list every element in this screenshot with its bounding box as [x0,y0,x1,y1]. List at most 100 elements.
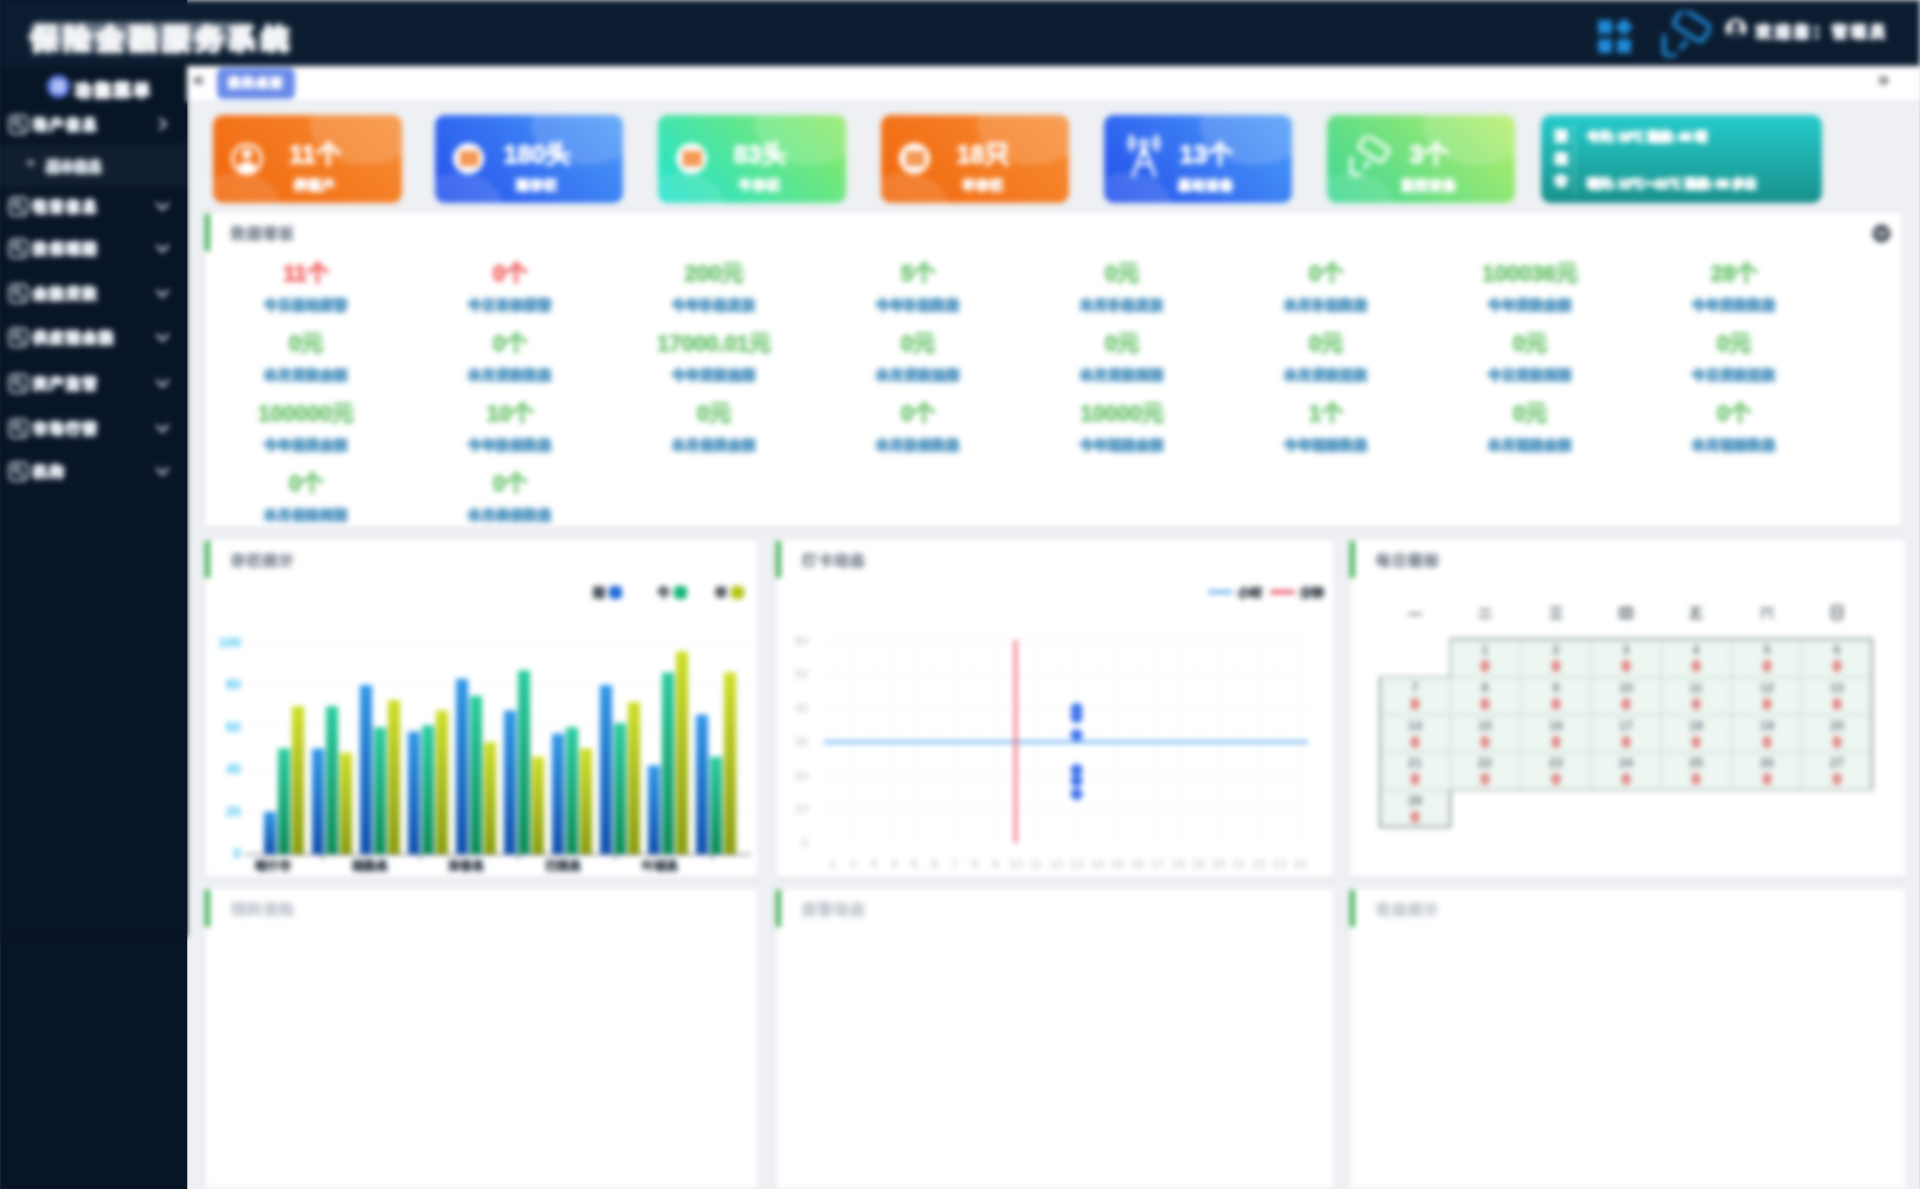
svg-text:19: 19 [1192,857,1206,871]
svg-text:2: 2 [1553,643,1560,657]
svg-text:25: 25 [1689,756,1703,770]
svg-text:巴楚县: 巴楚县 [545,859,581,873]
svg-text:30: 30 [795,735,809,749]
svg-text:10: 10 [1619,681,1633,695]
svg-text:0: 0 [1481,658,1489,675]
svg-text:羊: 羊 [715,585,727,600]
svg-text:0: 0 [1411,734,1419,751]
svg-text:14: 14 [1090,857,1104,871]
svg-text:1: 1 [1482,643,1489,657]
svg-text:60: 60 [795,634,809,648]
svg-text:分钟: 分钟 [1300,585,1324,600]
svg-text:0: 0 [1692,734,1700,751]
svg-text:4: 4 [1693,643,1700,657]
svg-text:27: 27 [1830,756,1844,770]
svg-text:20: 20 [1830,719,1844,733]
svg-text:18: 18 [1171,857,1185,871]
svg-text:叶城县: 叶城县 [642,859,678,873]
svg-text:26: 26 [1760,756,1774,770]
svg-text:0: 0 [1692,771,1700,788]
svg-text:10: 10 [795,802,809,816]
svg-text:11: 11 [1030,857,1043,871]
svg-text:6: 6 [1834,643,1841,657]
svg-text:4: 4 [891,857,898,871]
svg-text:16: 16 [1131,857,1145,871]
svg-text:60: 60 [226,719,241,734]
svg-text:3: 3 [1623,643,1630,657]
svg-text:17: 17 [1619,719,1633,733]
svg-text:5: 5 [911,857,918,871]
svg-text:3: 3 [870,857,877,871]
svg-text:猪: 猪 [592,585,605,600]
svg-text:0: 0 [1481,734,1489,751]
svg-text:15: 15 [1478,719,1492,733]
svg-text:0: 0 [1481,771,1489,788]
svg-text:0: 0 [1411,696,1419,713]
svg-text:喀什市: 喀什市 [255,858,291,873]
svg-text:40: 40 [795,701,809,715]
svg-text:0: 0 [1552,696,1560,713]
svg-text:15: 15 [1111,857,1125,871]
svg-text:0: 0 [1622,734,1630,751]
svg-text:21: 21 [1408,756,1422,770]
svg-text:0: 0 [1763,658,1771,675]
svg-text:0: 0 [1833,658,1841,675]
svg-text:20: 20 [795,769,809,783]
svg-text:17: 17 [1151,857,1165,871]
svg-text:18: 18 [1689,719,1703,733]
svg-text:0: 0 [1692,696,1700,713]
svg-text:5: 5 [1764,643,1771,657]
svg-text:0: 0 [1763,771,1771,788]
svg-text:0: 0 [233,846,241,861]
svg-text:11: 11 [1689,681,1702,695]
svg-text:0: 0 [1552,734,1560,751]
svg-text:0: 0 [1622,771,1630,788]
svg-text:1: 1 [830,857,837,871]
svg-text:小时: 小时 [1238,585,1262,600]
svg-text:19: 19 [1760,719,1774,733]
svg-text:12: 12 [1760,681,1774,695]
svg-text:疏勤县: 疏勤县 [352,858,388,873]
svg-text:13: 13 [1830,681,1844,695]
svg-text:0: 0 [1692,658,1700,675]
svg-text:泽普县: 泽普县 [448,859,484,873]
svg-text:24: 24 [1293,857,1307,871]
svg-text:0: 0 [1552,658,1560,675]
svg-text:23: 23 [1273,857,1287,871]
svg-text:0: 0 [1552,771,1560,788]
svg-text:16: 16 [1549,719,1563,733]
svg-text:40: 40 [226,762,241,777]
svg-text:0: 0 [1763,696,1771,713]
svg-text:24: 24 [1619,756,1633,770]
svg-text:23: 23 [1549,756,1563,770]
svg-text:7: 7 [951,857,958,871]
svg-text:0: 0 [1481,696,1489,713]
svg-text:0: 0 [1411,809,1419,826]
svg-text:0: 0 [1622,696,1630,713]
svg-text:牛: 牛 [658,585,670,600]
svg-text:0: 0 [1411,771,1419,788]
svg-text:0: 0 [1622,658,1630,675]
svg-text:8: 8 [1482,681,1489,695]
svg-text:10: 10 [1009,857,1023,871]
svg-text:22: 22 [1253,857,1267,871]
svg-text:13: 13 [1070,857,1084,871]
svg-text:22: 22 [1478,756,1492,770]
svg-text:50: 50 [795,667,809,681]
svg-text:2: 2 [850,857,857,871]
svg-text:21: 21 [1232,857,1246,871]
svg-text:28: 28 [1408,794,1422,808]
svg-text:0: 0 [1833,696,1841,713]
svg-text:20: 20 [1212,857,1226,871]
svg-text:0: 0 [1763,734,1771,751]
svg-text:14: 14 [1408,719,1422,733]
svg-text:6: 6 [931,857,938,871]
svg-text:9: 9 [1553,681,1560,695]
svg-text:100: 100 [218,635,241,650]
svg-text:80: 80 [226,677,241,692]
svg-text:9: 9 [992,857,999,871]
svg-text:0: 0 [1833,771,1841,788]
svg-text:0: 0 [1833,734,1841,751]
svg-text:12: 12 [1050,857,1064,871]
svg-text:8: 8 [972,857,979,871]
